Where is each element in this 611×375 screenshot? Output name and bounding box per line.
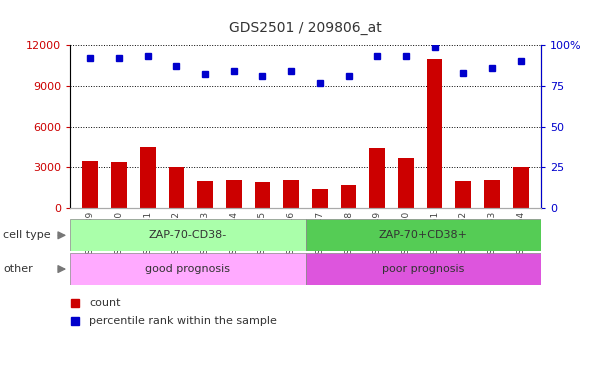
- Bar: [455, 181, 471, 208]
- Bar: [513, 167, 529, 208]
- Bar: [398, 158, 414, 208]
- Bar: [226, 180, 242, 208]
- Bar: [197, 181, 213, 208]
- Text: ZAP-70-CD38-: ZAP-70-CD38-: [148, 230, 227, 240]
- Bar: [82, 160, 98, 208]
- Text: poor prognosis: poor prognosis: [382, 264, 464, 274]
- Text: percentile rank within the sample: percentile rank within the sample: [89, 316, 277, 326]
- Bar: [284, 180, 299, 208]
- Bar: [484, 180, 500, 208]
- Text: ZAP-70+CD38+: ZAP-70+CD38+: [379, 230, 467, 240]
- Text: count: count: [89, 298, 120, 308]
- Bar: [70, 219, 306, 251]
- Text: good prognosis: good prognosis: [145, 264, 230, 274]
- Bar: [306, 253, 541, 285]
- Bar: [341, 185, 356, 208]
- Bar: [140, 147, 156, 208]
- Bar: [369, 148, 385, 208]
- Bar: [426, 58, 442, 208]
- Bar: [169, 167, 185, 208]
- Text: GDS2501 / 209806_at: GDS2501 / 209806_at: [229, 21, 382, 34]
- Bar: [70, 253, 306, 285]
- Bar: [111, 162, 127, 208]
- Text: cell type: cell type: [3, 230, 51, 240]
- Text: other: other: [3, 264, 33, 274]
- Bar: [306, 219, 541, 251]
- Bar: [255, 182, 270, 208]
- Bar: [312, 189, 327, 208]
